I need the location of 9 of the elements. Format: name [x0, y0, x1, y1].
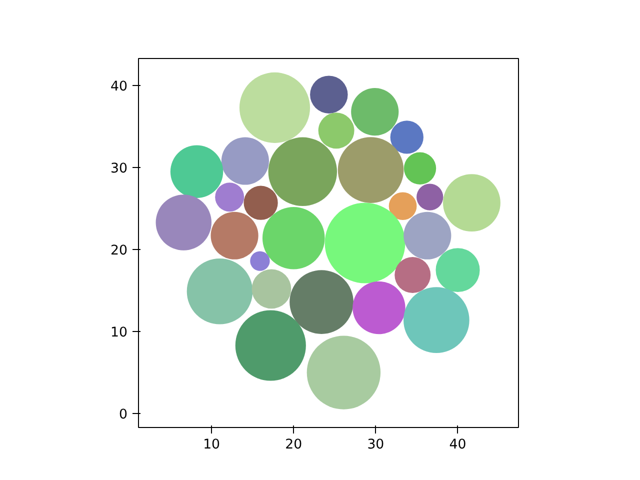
y-tick-label: 10 — [110, 326, 128, 341]
y-tick-label: 0 — [119, 408, 128, 423]
x-tick-label: 30 — [367, 438, 384, 452]
y-tick-label: 40 — [110, 80, 128, 95]
x-tick-label: 20 — [285, 438, 302, 452]
x-tick-label: 40 — [449, 438, 466, 452]
x-tick-label: 10 — [203, 438, 220, 452]
y-tick-label: 20 — [110, 244, 128, 259]
y-tick-label: 30 — [110, 162, 128, 177]
